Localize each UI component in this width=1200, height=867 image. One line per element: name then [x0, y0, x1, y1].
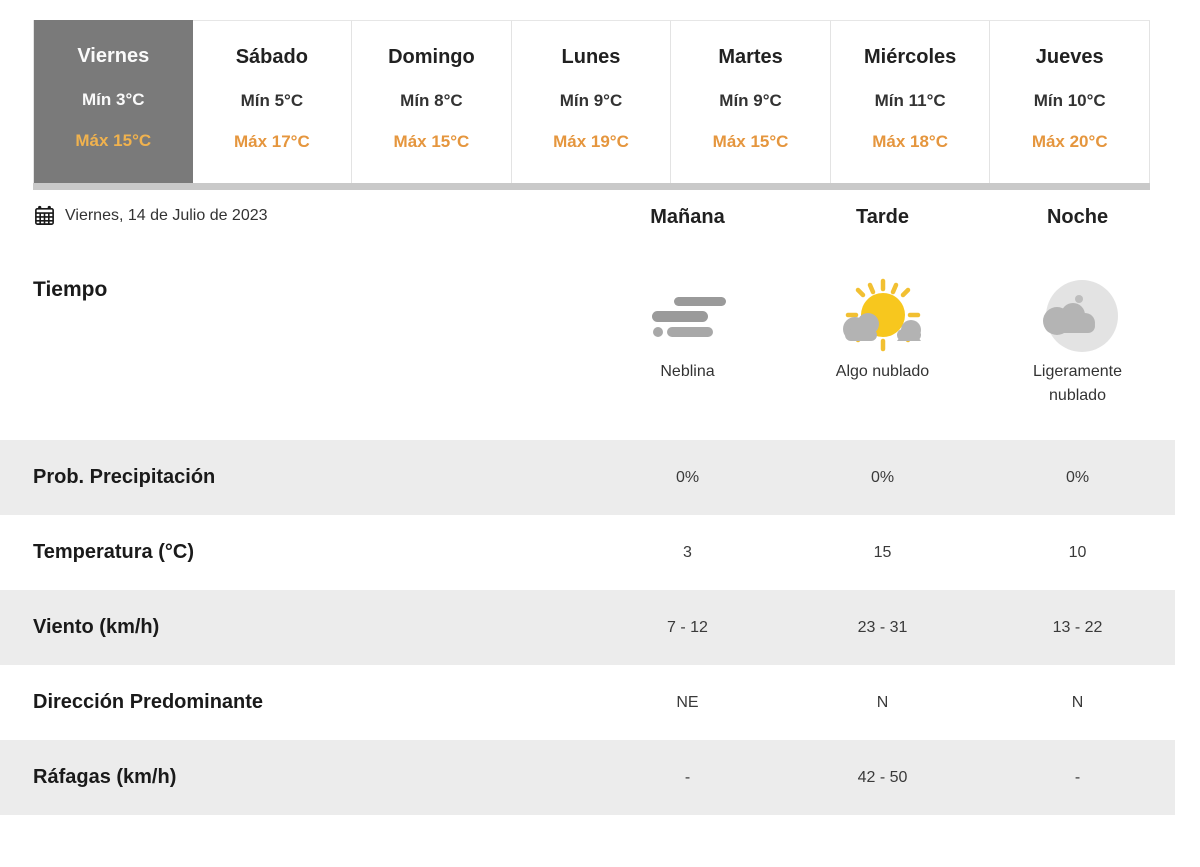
- tab-day-label: Martes: [718, 46, 783, 68]
- weather-caption: Ligeramente nublado: [1033, 363, 1122, 404]
- moon-cloud-icon: [1036, 280, 1120, 352]
- table-row: Ráfagas (km/h) - 42 - 50 -: [0, 740, 1175, 815]
- row-label: Prob. Precipitación: [33, 466, 216, 488]
- tab-max-temp: Máx 20°C: [1031, 132, 1108, 151]
- tab-max-temp: Máx 17°C: [233, 132, 310, 151]
- row-value-manana: 7 - 12: [667, 618, 708, 636]
- weather-cell: Ligeramente nublado: [980, 278, 1175, 440]
- row-value-noche: 0%: [1065, 468, 1090, 486]
- row-value-manana: NE: [676, 693, 699, 711]
- sun-behind-cloud-icon: [835, 278, 931, 352]
- tab-martes[interactable]: Martes Mín 9°C Máx 15°C: [671, 20, 831, 183]
- header-row: Viernes, 14 de Julio de 2023 Mañana Tard…: [0, 190, 1175, 252]
- calendar-icon: [33, 204, 56, 227]
- date-bar: Viernes, 14 de Julio de 2023: [0, 204, 590, 227]
- tab-day-label: Viernes: [77, 45, 150, 67]
- tab-day-label: Sábado: [235, 46, 308, 68]
- weather-caption: Neblina: [660, 363, 715, 380]
- tab-min-temp: Mín 10°C: [1033, 91, 1106, 110]
- day-tabs: Viernes Mín 3°C Máx 15°C Sábado Mín 5°C …: [33, 20, 1150, 183]
- weather-row: Tiempo Neblina Algo nublado Ligeramente …: [0, 252, 1175, 440]
- row-value-tarde: 15: [873, 543, 892, 561]
- table-row: Viento (km/h) 7 - 12 23 - 31 13 - 22: [0, 590, 1175, 665]
- tabs-underbar: [33, 183, 1150, 190]
- tab-max-temp: Máx 15°C: [75, 131, 152, 150]
- tab-min-temp: Mín 11°C: [874, 91, 946, 110]
- row-value-noche: -: [1074, 768, 1081, 786]
- row-value-manana: -: [684, 768, 691, 786]
- period-header-noche: Noche: [1046, 206, 1109, 228]
- table-row: Dirección Predominante NE N N: [0, 665, 1175, 740]
- row-label: Ráfagas (km/h): [33, 766, 177, 788]
- row-label: Temperatura (°C): [33, 541, 194, 563]
- row-value-noche: 13 - 22: [1052, 618, 1103, 636]
- tab-day-label: Miércoles: [864, 46, 957, 68]
- tab-miercoles[interactable]: Miércoles Mín 11°C Máx 18°C: [830, 20, 991, 183]
- tab-sabado[interactable]: Sábado Mín 5°C Máx 17°C: [192, 20, 353, 183]
- tab-domingo[interactable]: Domingo Mín 8°C Máx 15°C: [352, 20, 512, 183]
- tab-min-temp: Mín 5°C: [240, 91, 304, 110]
- tab-max-temp: Máx 15°C: [393, 132, 470, 151]
- row-value-noche: 10: [1068, 543, 1087, 561]
- period-header-tarde: Tarde: [856, 206, 909, 228]
- row-value-tarde: 23 - 31: [857, 618, 908, 636]
- row-value-manana: 3: [683, 543, 692, 561]
- tab-day-label: Domingo: [388, 46, 475, 68]
- weather-cell: Algo nublado: [785, 278, 980, 440]
- period-header-manana: Mañana: [650, 206, 725, 228]
- tab-max-temp: Máx 18°C: [872, 132, 949, 151]
- tab-viernes[interactable]: Viernes Mín 3°C Máx 15°C: [33, 20, 193, 183]
- row-value-manana: 0%: [675, 468, 700, 486]
- tab-max-temp: Máx 15°C: [712, 132, 789, 151]
- weather-cell: Neblina: [590, 278, 785, 440]
- tab-min-temp: Mín 9°C: [559, 91, 623, 110]
- current-date: Viernes, 14 de Julio de 2023: [65, 206, 268, 224]
- table-row: Temperatura (°C) 3 15 10: [0, 515, 1175, 590]
- fog-icon: [644, 284, 732, 348]
- tab-max-temp: Máx 19°C: [553, 132, 629, 151]
- row-value-tarde: N: [876, 693, 889, 711]
- row-label: Viento (km/h): [33, 616, 160, 638]
- tab-min-temp: Mín 3°C: [82, 90, 145, 109]
- forecast-table: Prob. Precipitación 0% 0% 0% Temperatura…: [0, 440, 1200, 815]
- row-label: Dirección Predominante: [33, 691, 264, 713]
- row-value-tarde: 0%: [870, 468, 895, 486]
- tab-jueves[interactable]: Jueves Mín 10°C Máx 20°C: [990, 20, 1150, 183]
- tab-day-label: Jueves: [1035, 46, 1104, 68]
- weather-row-label: Tiempo: [33, 278, 108, 301]
- tab-day-label: Lunes: [561, 46, 621, 68]
- row-value-noche: N: [1071, 693, 1084, 711]
- weather-caption: Algo nublado: [835, 363, 930, 380]
- tab-min-temp: Mín 9°C: [719, 91, 782, 110]
- table-row: Prob. Precipitación 0% 0% 0%: [0, 440, 1175, 515]
- tab-min-temp: Mín 8°C: [400, 91, 463, 110]
- row-value-tarde: 42 - 50: [857, 768, 908, 786]
- tab-lunes[interactable]: Lunes Mín 9°C Máx 19°C: [511, 20, 672, 183]
